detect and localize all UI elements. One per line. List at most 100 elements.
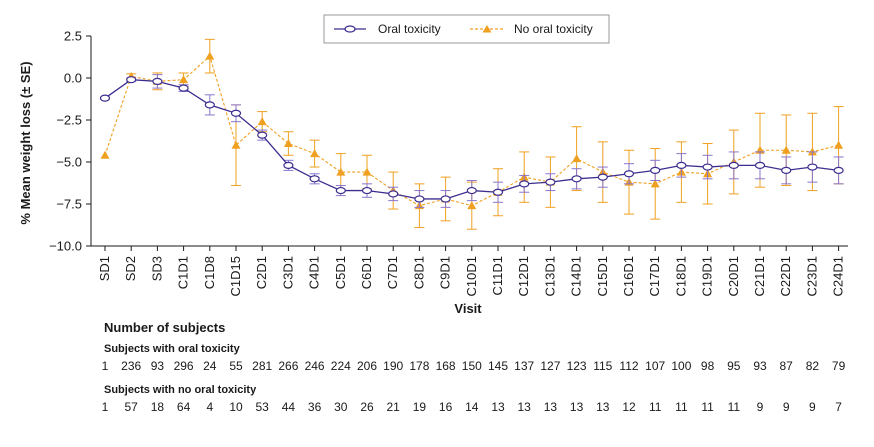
- subject-count: 150: [461, 359, 482, 373]
- legend-oral-marker: [344, 25, 356, 33]
- subject-count: 100: [671, 359, 692, 373]
- subject-count: 1: [101, 359, 109, 373]
- subject-count: 16: [438, 400, 453, 414]
- data-point: [283, 161, 294, 169]
- x-tick-label: C18D1: [673, 256, 688, 296]
- no-oral-subjects-row: 1 57 18 64 4 10 53 44 36 30 26 21 19 16 14 13 13 13 13 13 12…: [102, 400, 864, 416]
- subject-count: 190: [383, 359, 404, 373]
- subject-count: 9: [782, 400, 790, 414]
- data-point: [178, 84, 189, 92]
- x-axis-label: Visit: [454, 301, 482, 316]
- subject-count: 12: [622, 400, 636, 414]
- data-point: [702, 163, 713, 171]
- x-tick-label: SD2: [123, 256, 138, 281]
- subject-count: 64: [176, 400, 191, 414]
- data-point: [99, 94, 111, 102]
- subject-count: 115: [593, 359, 613, 373]
- subject-count: 168: [435, 359, 456, 373]
- x-tick-label: C5D1: [333, 256, 348, 289]
- subject-count: 145: [487, 359, 509, 373]
- subject-count: 178: [409, 359, 430, 373]
- subject-count: 82: [805, 359, 820, 373]
- x-tick-label: C1D15: [228, 256, 243, 296]
- subject-count: 30: [334, 400, 348, 414]
- subject-count: 9: [756, 400, 764, 414]
- subject-count: 87: [779, 359, 793, 373]
- data-point: [650, 179, 660, 188]
- data-point: [781, 166, 792, 174]
- data-point: [519, 180, 530, 188]
- subject-count: 137: [514, 359, 535, 373]
- subject-count: 26: [360, 400, 374, 414]
- y-axis-label: % Mean weight loss (± SE): [18, 61, 33, 224]
- data-point: [834, 140, 844, 149]
- subject-count: 57: [124, 400, 138, 414]
- data-point: [336, 167, 346, 176]
- subject-count: 11: [675, 400, 688, 414]
- subject-count: 281: [252, 359, 273, 373]
- subject-count: 11: [701, 400, 714, 414]
- subject-count: 98: [700, 359, 715, 373]
- legend-box: [323, 14, 610, 44]
- subject-count: 236: [121, 359, 142, 373]
- legend: Oral toxicity No oral toxicity: [323, 14, 610, 44]
- x-tick-label: C12D1: [516, 256, 531, 296]
- subject-count: 296: [173, 359, 194, 373]
- subject-count: 55: [229, 359, 243, 373]
- subject-count: 9: [809, 400, 816, 414]
- x-tick-label: C17D1: [647, 256, 662, 296]
- x-tick-label: C4D1: [307, 256, 322, 289]
- data-point: [283, 139, 293, 148]
- data-point: [650, 166, 661, 174]
- subject-count: 95: [727, 359, 741, 373]
- y-tick-label: 2.5: [64, 29, 82, 44]
- x-tick-label: C2D1: [254, 256, 269, 289]
- subject-count: 11: [727, 400, 741, 414]
- data-point: [754, 161, 766, 169]
- data-point: [728, 161, 739, 169]
- data-point: [257, 131, 268, 139]
- oral-subjects-row: 1 236 93 296 24 55 281 266 246 224 206 190 178 168 150…: [101, 359, 864, 375]
- x-tick-label: C6D1: [359, 256, 374, 289]
- subject-count: 206: [356, 359, 378, 373]
- x-tick-label: C22D1: [778, 256, 793, 296]
- subject-count: 36: [307, 400, 322, 414]
- x-tick-label: C3D1: [280, 256, 295, 289]
- data-point: [231, 140, 241, 149]
- y-tick-label: −2.5: [56, 113, 82, 128]
- data-point: [205, 51, 215, 60]
- data-point: [676, 161, 687, 169]
- data-point: [230, 109, 242, 117]
- x-tick-label: C8D1: [411, 256, 426, 289]
- y-tick-label: −5.0: [56, 155, 82, 170]
- x-tick-label: C1D8: [202, 256, 217, 289]
- legend-no-oral-label: No oral toxicity: [514, 22, 593, 36]
- legend-oral-label: Oral toxicity: [378, 22, 441, 36]
- x-tick-label: C1D1: [176, 256, 191, 289]
- data-point: [362, 167, 372, 176]
- subject-count: 224: [330, 359, 351, 373]
- y-tick-label: −7.5: [56, 197, 82, 212]
- data-point: [492, 188, 504, 196]
- data-point: [833, 166, 844, 174]
- data-point: [545, 178, 556, 186]
- data-point: [623, 170, 635, 178]
- x-tick-label: C9D1: [438, 256, 453, 289]
- subject-count: 13: [491, 400, 505, 414]
- subject-count: 14: [465, 400, 479, 414]
- data-point: [466, 186, 477, 195]
- data-point: [414, 195, 425, 203]
- x-tick-label: C14D1: [569, 256, 584, 296]
- subject-count: 13: [543, 400, 558, 414]
- subject-count: 4: [206, 400, 214, 414]
- subject-count: 112: [619, 359, 639, 373]
- subject-count: 93: [150, 359, 165, 373]
- subject-count: 107: [645, 359, 666, 373]
- weight-loss-chart: % Mean weight loss (± SE) Visit 2.5 0.0 −2…: [18, 14, 848, 316]
- subjects-table: Number of subjects Subjects with oral to…: [101, 320, 864, 416]
- subject-count: 53: [255, 400, 269, 414]
- subject-count: 127: [540, 359, 561, 373]
- x-tick-label: C11D1: [490, 256, 505, 296]
- subject-count: 13: [517, 400, 531, 414]
- subject-count: 93: [753, 359, 767, 373]
